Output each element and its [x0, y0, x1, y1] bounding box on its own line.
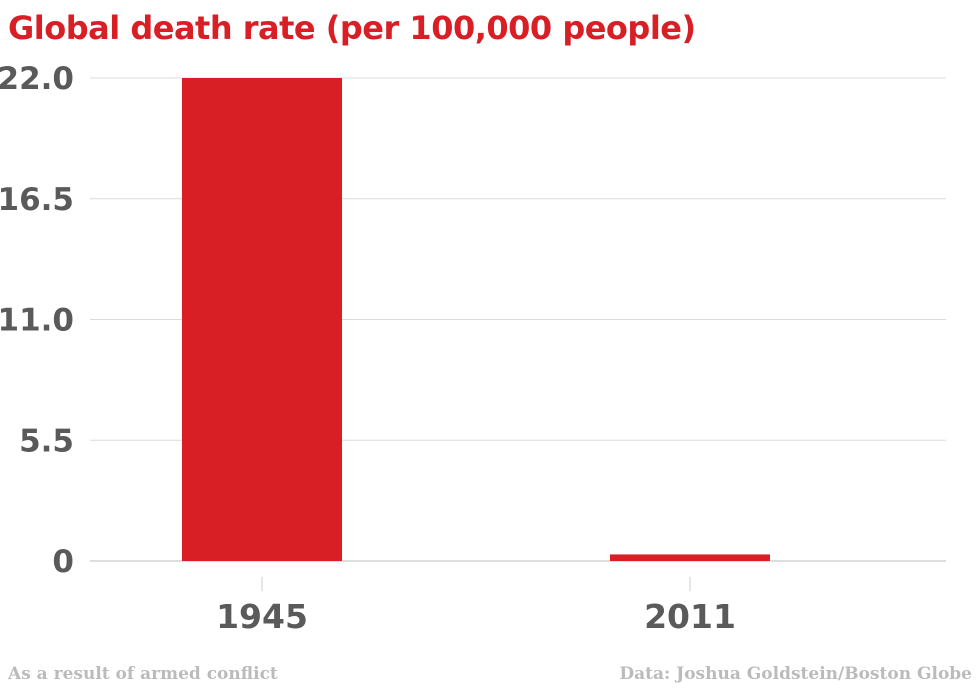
axes: 0 5.5 11.0 16.5 22.0 1945 2011: [0, 61, 736, 636]
y-tick-label: 5.5: [19, 423, 74, 459]
y-tick-label: 16.5: [0, 182, 74, 218]
bar-1945: [182, 78, 342, 561]
chart-note: As a result of armed conflict: [8, 664, 278, 684]
chart-title: Global death rate (per 100,000 people): [8, 9, 696, 47]
bars: [182, 78, 770, 561]
bar-2011: [610, 554, 770, 561]
y-tick-label: 22.0: [0, 61, 74, 97]
chart-source: Data: Joshua Goldstein/Boston Globe: [619, 664, 972, 684]
y-tick-label: 0: [52, 544, 74, 580]
x-tick-label: 2011: [644, 597, 736, 636]
y-tick-label: 11.0: [0, 303, 74, 339]
x-tick-label: 1945: [216, 597, 308, 636]
